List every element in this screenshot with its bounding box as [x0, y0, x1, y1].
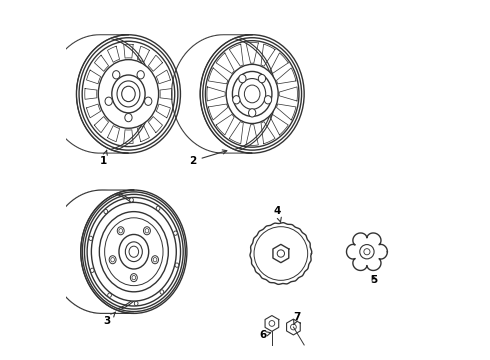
Ellipse shape [125, 113, 132, 122]
Text: 6: 6 [259, 330, 270, 340]
Ellipse shape [175, 263, 179, 267]
Polygon shape [172, 35, 252, 153]
Polygon shape [49, 190, 134, 314]
Text: 3: 3 [103, 312, 115, 326]
Polygon shape [250, 223, 312, 284]
Ellipse shape [173, 231, 177, 235]
Ellipse shape [248, 109, 256, 117]
Ellipse shape [265, 96, 271, 104]
Ellipse shape [90, 268, 94, 273]
Ellipse shape [113, 71, 120, 79]
Polygon shape [48, 35, 128, 153]
Ellipse shape [226, 64, 278, 123]
Polygon shape [346, 233, 388, 270]
Ellipse shape [151, 256, 158, 264]
Ellipse shape [119, 234, 148, 269]
Ellipse shape [144, 227, 150, 235]
Text: 7: 7 [294, 312, 301, 325]
Polygon shape [287, 319, 300, 335]
Ellipse shape [99, 212, 169, 292]
Ellipse shape [137, 71, 145, 79]
Circle shape [360, 244, 374, 259]
Ellipse shape [108, 293, 111, 297]
Text: 4: 4 [273, 206, 281, 222]
Ellipse shape [258, 75, 266, 83]
Text: 5: 5 [370, 275, 378, 285]
Ellipse shape [130, 274, 137, 282]
Ellipse shape [91, 202, 176, 301]
Ellipse shape [232, 71, 272, 116]
Polygon shape [265, 316, 279, 331]
Ellipse shape [105, 97, 112, 105]
Ellipse shape [239, 75, 246, 83]
Ellipse shape [134, 301, 138, 306]
Ellipse shape [233, 96, 240, 104]
Ellipse shape [130, 198, 133, 202]
Ellipse shape [145, 97, 152, 105]
Text: 2: 2 [189, 150, 227, 166]
Circle shape [277, 250, 285, 257]
Ellipse shape [160, 290, 164, 294]
Ellipse shape [104, 209, 108, 213]
Polygon shape [273, 244, 289, 263]
Ellipse shape [89, 236, 93, 240]
Ellipse shape [98, 60, 159, 128]
Ellipse shape [109, 256, 116, 264]
Ellipse shape [112, 75, 145, 113]
Ellipse shape [117, 227, 124, 235]
Ellipse shape [156, 206, 160, 211]
Text: 1: 1 [100, 150, 107, 166]
